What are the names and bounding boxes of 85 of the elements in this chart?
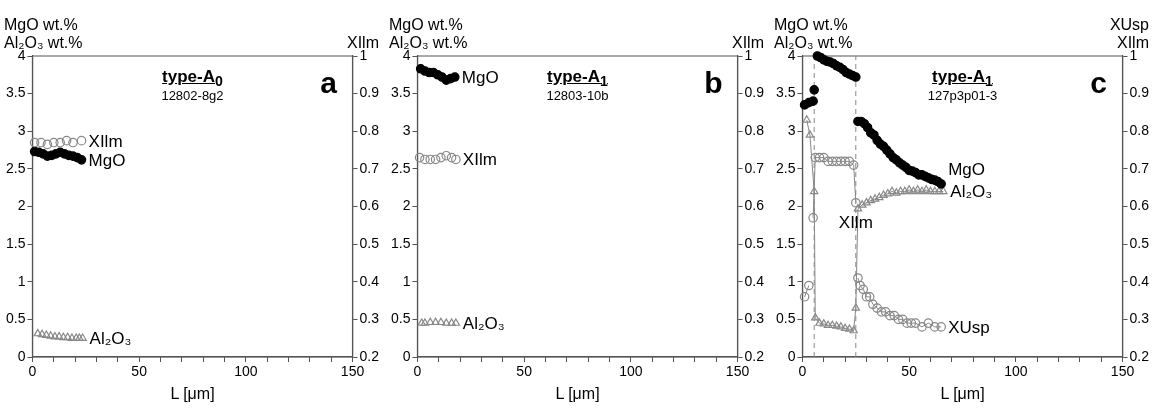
y2-tick-label: 0.7 (359, 159, 380, 176)
series-label: Al₂O₃ (950, 182, 993, 202)
series-label: XUsp (948, 317, 990, 337)
y-tick-label: 0 (787, 347, 796, 364)
x-tick-label: 150 (725, 363, 750, 380)
y-tick-label: 3 (402, 122, 411, 139)
y2-tick-label: 0.8 (744, 122, 765, 139)
series-label: MgO (948, 159, 986, 179)
x-tick-label: 150 (1110, 363, 1135, 380)
y-tick-label: 0.5 (390, 310, 411, 327)
annotation: 12802-8g2 (161, 88, 224, 103)
y2-tick-label: 0.3 (744, 310, 765, 327)
y2-tick-label: 0.8 (359, 122, 380, 139)
y-tick-label: 3 (787, 122, 796, 139)
y-tick-label: 2.5 (5, 159, 26, 176)
y2-tick-label: 0.2 (359, 347, 380, 364)
x-axis-title: L [μm] (170, 384, 215, 402)
y2-tick-label: 0.2 (1129, 347, 1150, 364)
annotation: a (320, 66, 337, 99)
y-tick-label: 3 (17, 122, 26, 139)
series-label: XIlm (462, 150, 497, 170)
y2-axis-title: XIlm (347, 34, 379, 51)
x-tick-label: 0 (28, 363, 37, 380)
x-tick-label: 100 (619, 363, 643, 380)
y-tick-label: 1.5 (775, 234, 796, 251)
y2-tick-label: 0.9 (744, 84, 765, 101)
y-tick-label: 0 (17, 347, 26, 364)
y2-tick-label: 0.9 (1129, 84, 1150, 101)
x-tick-label: 100 (234, 363, 258, 380)
y2-tick-label: 0.7 (1129, 159, 1150, 176)
x-tick-label: 50 (516, 363, 533, 380)
series-label: XIlm (88, 131, 123, 151)
series-label: MgO (461, 68, 499, 88)
y2-tick-label: 0.4 (359, 272, 380, 289)
y2-tick-label: 0.4 (744, 272, 765, 289)
y-tick-label: 1 (402, 272, 411, 289)
y2-tick-label: 0.4 (1129, 272, 1150, 289)
series-label: Al₂O₃ (89, 329, 132, 349)
y2-tick-label: 0.8 (1129, 122, 1150, 139)
y-tick-label: 1 (17, 272, 26, 289)
series-label: MgO (88, 150, 126, 170)
x-tick-label: 50 (131, 363, 148, 380)
y-tick-label: 2.5 (775, 159, 796, 176)
y-tick-label: 2 (17, 197, 26, 214)
annotation: 12803-10b (546, 88, 609, 103)
y2-tick-label: 0.5 (1129, 234, 1150, 251)
y-tick-label: 1.5 (5, 234, 26, 251)
x-axis-title: L [μm] (940, 384, 985, 402)
y-tick-label: 2 (402, 197, 411, 214)
y-tick-label: 2 (787, 197, 796, 214)
y-tick-label: 0 (402, 347, 411, 364)
y2-tick-label: 0.9 (359, 84, 380, 101)
y-tick-label: 1 (787, 272, 796, 289)
y2-tick-label: 0.5 (744, 234, 765, 251)
series-label: Al₂O₃ (462, 314, 505, 334)
x-tick-label: 100 (1004, 363, 1028, 380)
y2-tick-label: 0.3 (1129, 310, 1150, 327)
x-tick-label: 50 (901, 363, 918, 380)
y-tick-label: 0.5 (5, 310, 26, 327)
y-tick-label: 0.5 (775, 310, 796, 327)
y-tick-label: 1.5 (390, 234, 411, 251)
y2-tick-label: 0.5 (359, 234, 380, 251)
y-tick-label: 3.5 (775, 84, 796, 101)
series-label: XIlm (838, 212, 873, 232)
y2-axis-title: XUsp XIlm (1109, 16, 1150, 51)
annotation: c (1090, 66, 1107, 99)
x-tick-label: 0 (413, 363, 422, 380)
y2-tick-label: 0.6 (1129, 197, 1150, 214)
y2-axis-title: XIlm (732, 34, 764, 51)
annotation: type-A$_{1}$ (932, 67, 993, 90)
y2-tick-label: 0.6 (359, 197, 380, 214)
x-tick-label: 150 (340, 363, 365, 380)
y-tick-label: 3.5 (390, 84, 411, 101)
annotation: b (704, 66, 723, 99)
annotation: type-A$_{0}$ (162, 67, 223, 90)
y-tick-label: 2.5 (390, 159, 411, 176)
annotation: 127p3p01-3 (927, 88, 998, 103)
y2-tick-label: 0.7 (744, 159, 765, 176)
y2-tick-label: 0.6 (744, 197, 765, 214)
annotation: type-A$_{1}$ (547, 67, 608, 90)
y-tick-label: 3.5 (5, 84, 26, 101)
y2-tick-label: 0.2 (744, 347, 765, 364)
y2-tick-label: 0.3 (359, 310, 380, 327)
x-tick-label: 0 (798, 363, 807, 380)
x-axis-title: L [μm] (555, 384, 600, 402)
